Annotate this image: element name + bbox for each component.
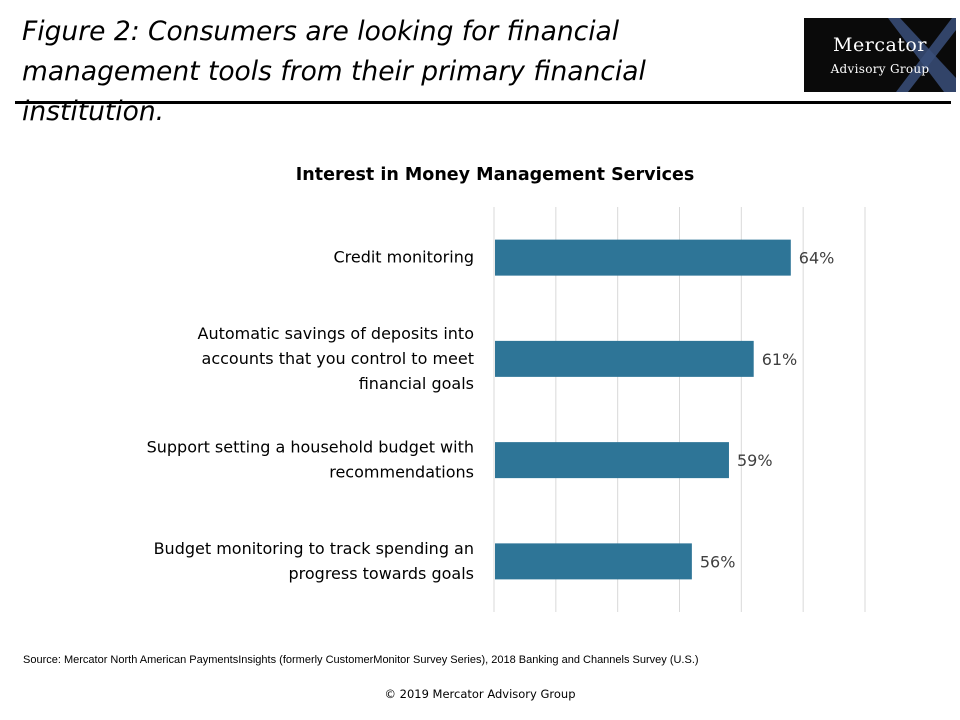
category-label: Credit monitoring	[333, 248, 474, 267]
category-label: financial goals	[359, 374, 474, 393]
category-label: Automatic savings of deposits into	[198, 324, 475, 343]
bar	[495, 340, 754, 377]
company-logo: Mercator Advisory Group	[804, 18, 956, 92]
logo-text-secondary: Advisory Group	[830, 62, 930, 76]
category-label: Budget monitoring to track spending an	[154, 539, 474, 558]
category-label: progress towards goals	[288, 564, 474, 583]
copyright-note: © 2019 Mercator Advisory Group	[384, 687, 576, 701]
source-note: Source: Mercator North American Payments…	[23, 654, 699, 666]
bar-chart: 64% Credit monitoring 61% Automatic savings…	[147, 207, 866, 612]
figure-title: Figure 2: Consumers are looking for fina…	[22, 16, 646, 127]
logo-x-mark-icon	[888, 18, 956, 92]
data-label: 64%	[799, 249, 835, 268]
category-label: Support setting a household budget with	[147, 438, 474, 457]
data-label: 61%	[762, 350, 798, 369]
category-label: accounts that you control to meet	[202, 349, 474, 368]
data-label: 59%	[737, 451, 773, 470]
chart-title: Interest in Money Management Services	[295, 165, 695, 185]
category-label: recommendations	[329, 463, 474, 482]
bar	[495, 239, 791, 276]
bar	[495, 442, 729, 479]
logo-text-primary: Mercator	[833, 34, 927, 56]
data-label: 56%	[700, 552, 736, 571]
bar	[495, 543, 692, 580]
title-divider	[15, 101, 951, 104]
